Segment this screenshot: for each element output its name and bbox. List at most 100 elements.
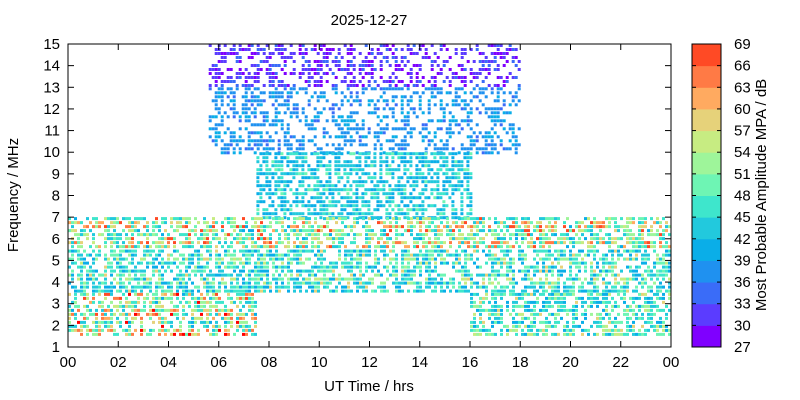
heatmap-cell: [227, 245, 230, 249]
heatmap-cell: [352, 200, 356, 204]
heatmap-cell: [418, 68, 422, 71]
heatmap-cell: [331, 200, 335, 204]
heatmap-cell: [307, 168, 311, 172]
heatmap-cell: [242, 237, 245, 241]
heatmap-cell: [427, 172, 431, 176]
heatmap-cell: [329, 289, 332, 293]
heatmap-cell: [397, 68, 401, 71]
heatmap-cell: [286, 84, 290, 87]
heatmap-cell: [578, 229, 581, 233]
heatmap-cell: [173, 328, 176, 332]
heatmap-cell: [149, 281, 152, 285]
heatmap-cell: [539, 217, 542, 221]
heatmap-cell: [337, 172, 341, 176]
heatmap-cell: [235, 87, 239, 91]
heatmap-cell: [262, 119, 266, 123]
heatmap-cell: [403, 139, 407, 143]
heatmap-cell: [206, 320, 209, 324]
heatmap-cell: [409, 200, 413, 204]
heatmap-cell: [158, 308, 161, 312]
heatmap-cell: [434, 257, 437, 261]
heatmap-cell: [277, 176, 281, 180]
heatmap-cell: [328, 168, 332, 172]
heatmap-cell: [356, 277, 359, 281]
heatmap-cell: [326, 221, 329, 225]
heatmap-cell: [635, 285, 638, 289]
heatmap-cell: [355, 123, 359, 127]
heatmap-cell: [436, 196, 440, 200]
heatmap-cell: [191, 245, 194, 249]
heatmap-cell: [530, 245, 533, 249]
heatmap-cell: [439, 99, 443, 103]
heatmap-cell: [479, 241, 482, 245]
heatmap-cell: [331, 60, 335, 63]
heatmap-cell: [389, 221, 392, 225]
heatmap-cell: [487, 72, 491, 75]
heatmap-cell: [230, 233, 233, 237]
heatmap-cell: [644, 217, 647, 221]
heatmap-cell: [668, 289, 671, 293]
heatmap-cell: [170, 269, 173, 273]
heatmap-cell: [340, 196, 344, 200]
heatmap-cell: [247, 131, 251, 135]
heatmap-cell: [469, 72, 473, 75]
heatmap-cell: [406, 204, 410, 208]
heatmap-cell: [436, 172, 440, 176]
heatmap-cell: [632, 273, 635, 277]
heatmap-cell: [448, 123, 452, 127]
heatmap-cell: [248, 253, 251, 257]
heatmap-cell: [227, 289, 230, 293]
heatmap-cell: [397, 168, 401, 172]
heatmap-cell: [398, 285, 401, 289]
heatmap-cell: [448, 176, 452, 180]
heatmap-cell: [335, 221, 338, 225]
heatmap-cell: [289, 135, 293, 139]
heatmap-cell: [265, 143, 269, 147]
heatmap-cell: [401, 269, 404, 273]
heatmap-cell: [334, 119, 338, 123]
heatmap-cell: [287, 257, 290, 261]
heatmap-cell: [434, 217, 437, 221]
heatmap-cell: [266, 269, 269, 273]
heatmap-cell: [323, 281, 326, 285]
heatmap-cell: [95, 277, 98, 281]
heatmap-cell: [230, 241, 233, 245]
heatmap-cell: [334, 84, 338, 87]
heatmap-cell: [164, 316, 167, 320]
heatmap-cell: [229, 143, 233, 147]
heatmap-cell: [92, 237, 95, 241]
heatmap-cell: [467, 233, 470, 237]
heatmap-cell: [248, 300, 251, 304]
heatmap-cell: [125, 289, 128, 293]
heatmap-cell: [283, 208, 287, 212]
heatmap-cell: [382, 107, 386, 111]
heatmap-cell: [104, 324, 107, 328]
heatmap-cell: [349, 64, 353, 67]
heatmap-cell: [514, 147, 518, 151]
heatmap-cell: [632, 237, 635, 241]
heatmap-cell: [359, 257, 362, 261]
heatmap-cell: [427, 204, 431, 208]
heatmap-cell: [290, 249, 293, 253]
heatmap-cell: [206, 273, 209, 277]
heatmap-cell: [590, 304, 593, 308]
heatmap-cell: [143, 308, 146, 312]
heatmap-cell: [490, 44, 494, 47]
heatmap-cell: [409, 135, 413, 139]
heatmap-cell: [593, 249, 596, 253]
heatmap-cell: [283, 184, 287, 188]
heatmap-cell: [590, 225, 593, 229]
heatmap-cell: [641, 281, 644, 285]
heatmap-cell: [355, 204, 359, 208]
heatmap-cell: [131, 304, 134, 308]
heatmap-cell: [307, 99, 311, 103]
heatmap-cell: [149, 285, 152, 289]
heatmap-cell: [620, 296, 623, 300]
heatmap-cell: [265, 44, 269, 47]
heatmap-cell: [310, 127, 314, 131]
heatmap-cell: [662, 273, 665, 277]
heatmap-cell: [350, 241, 353, 245]
heatmap-cell: [391, 95, 395, 99]
heatmap-cell: [164, 261, 167, 265]
heatmap-cell: [146, 285, 149, 289]
